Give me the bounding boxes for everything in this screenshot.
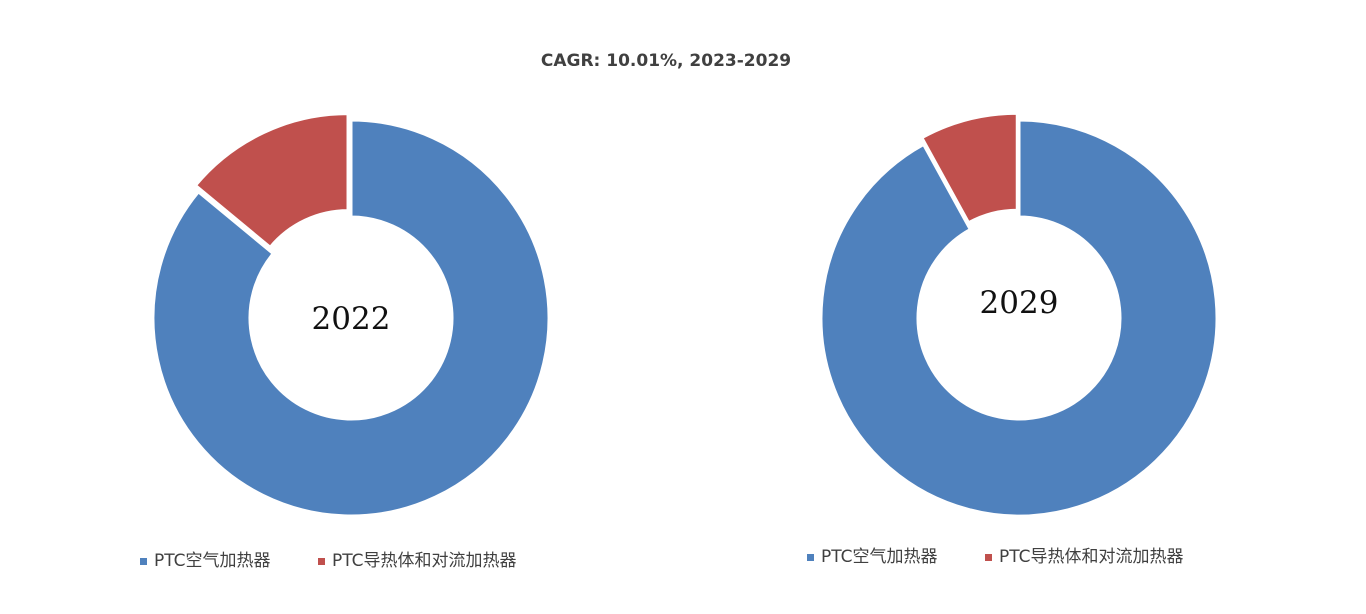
donut-slice-ptc-conductor-convection-heater — [193, 112, 350, 250]
chart-title: CAGR: 10.01%, 2023-2029 — [541, 51, 791, 71]
donut-slice-ptc-air-heater — [819, 118, 1219, 518]
donut-slice-ptc-air-heater — [151, 118, 551, 518]
legend-label: PTC导热体和对流加热器 — [332, 551, 517, 571]
legend-label: PTC导热体和对流加热器 — [999, 547, 1184, 567]
legend-swatch — [985, 554, 992, 561]
donut-center-year-label: 2029 — [980, 285, 1059, 321]
donut-chart-2022: 2022 PTC空气加热器 PTC导热体和对流加热器 — [140, 112, 551, 571]
legend-swatch — [318, 558, 325, 565]
legend-label: PTC空气加热器 — [154, 551, 271, 571]
donut-chart-2029: 2029 PTC空气加热器 PTC导热体和对流加热器 — [807, 111, 1219, 567]
donut-charts: 2022 PTC空气加热器 PTC导热体和对流加热器 2029 PTC空气加热器 PTC导… — [140, 111, 1219, 571]
legend-swatch — [140, 558, 147, 565]
legend: PTC空气加热器 PTC导热体和对流加热器 — [807, 547, 1184, 567]
donut-center-year-label: 2022 — [312, 301, 391, 337]
legend: PTC空气加热器 PTC导热体和对流加热器 — [140, 551, 517, 571]
legend-label: PTC空气加热器 — [821, 547, 938, 567]
legend-swatch — [807, 554, 814, 561]
donut-slice-ptc-conductor-convection-heater — [919, 111, 1019, 225]
